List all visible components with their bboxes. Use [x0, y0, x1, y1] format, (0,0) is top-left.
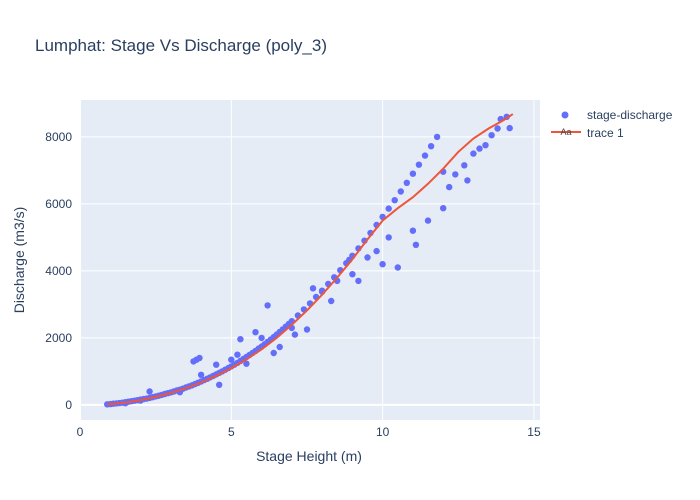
scatter-point	[258, 334, 265, 342]
scatter-point	[228, 356, 235, 363]
legend-label-trace-1: trace 1	[587, 126, 624, 140]
scatter-point	[234, 351, 241, 358]
y-axis-title: Discharge (m3/s)	[11, 207, 27, 314]
scatter-point	[409, 170, 417, 177]
scatter-point	[391, 197, 398, 204]
scatter-point	[252, 329, 259, 336]
scatter-point	[237, 336, 244, 343]
scatter-point	[216, 381, 223, 388]
scatter-point	[494, 125, 501, 132]
scatter-point	[264, 302, 271, 309]
scatter-point	[421, 152, 429, 159]
legend[interactable]: stage-discharge Aa trace 1	[551, 108, 673, 140]
scatter-point	[196, 354, 203, 362]
legend-glyph-text: Aa	[560, 127, 571, 137]
scatter-point	[403, 179, 410, 186]
scatter-point	[146, 388, 153, 395]
scatter-point	[394, 264, 401, 271]
x-tick-label: 15	[527, 425, 541, 439]
scatter-point	[412, 241, 420, 248]
scatter-point	[424, 217, 432, 224]
scatter-point	[427, 143, 435, 150]
scatter-point	[291, 331, 299, 338]
scatter-point	[433, 133, 441, 141]
scatter-point	[488, 132, 495, 139]
y-tick-label: 8000	[45, 130, 72, 144]
scatter-point	[379, 261, 386, 268]
x-tick-label: 0	[77, 425, 84, 439]
scatter-point	[397, 188, 404, 195]
x-tick-label: 10	[376, 425, 390, 439]
y-tick-label: 6000	[45, 197, 72, 211]
scatter-point	[476, 145, 483, 152]
scatter-point	[440, 205, 447, 212]
scatter-point	[303, 326, 311, 333]
chart-title: Lumphat: Stage Vs Discharge (poly_3)	[35, 36, 327, 55]
scatter-point	[373, 247, 380, 255]
scatter-point	[461, 162, 468, 169]
scatter-point	[364, 254, 371, 261]
scatter-point	[506, 124, 513, 132]
scatter-point	[446, 183, 453, 191]
scatter-point	[309, 285, 317, 292]
scatter-point	[385, 205, 392, 212]
scatter-point	[415, 161, 423, 168]
x-tick-labels: 0 5 10 15	[77, 425, 541, 439]
scatter-point	[464, 177, 471, 184]
y-tick-label: 4000	[45, 264, 72, 278]
scatter-point	[482, 142, 489, 149]
legend-item-trace-1[interactable]: Aa trace 1	[551, 126, 624, 140]
legend-label-stage-discharge: stage-discharge	[587, 108, 673, 122]
grid-layer	[79, 100, 540, 420]
plot-area	[80, 100, 540, 420]
legend-marker-icon	[561, 111, 569, 119]
scatter-point	[197, 371, 205, 378]
y-tick-label: 0	[65, 398, 72, 412]
scatter-point	[409, 227, 417, 234]
scatter-point	[276, 343, 283, 351]
scatter-point	[270, 349, 277, 357]
scatter-point	[349, 271, 356, 278]
scatter-point	[243, 360, 250, 367]
x-axis-title: Stage Height (m)	[256, 448, 362, 464]
fit-line-trace-1	[107, 113, 514, 406]
scatter-point	[385, 234, 392, 241]
y-tick-labels: 0 2000 4000 6000 8000	[45, 130, 72, 412]
scatter-point	[213, 361, 220, 368]
scatter-point	[328, 297, 335, 305]
y-tick-label: 2000	[45, 331, 72, 345]
fit-line-layer	[107, 113, 514, 406]
scatter-point	[452, 171, 459, 178]
legend-item-stage-discharge[interactable]: stage-discharge	[561, 108, 673, 122]
scatter-point	[470, 150, 477, 157]
scatter-point	[355, 277, 362, 285]
x-tick-label: 5	[228, 425, 235, 439]
